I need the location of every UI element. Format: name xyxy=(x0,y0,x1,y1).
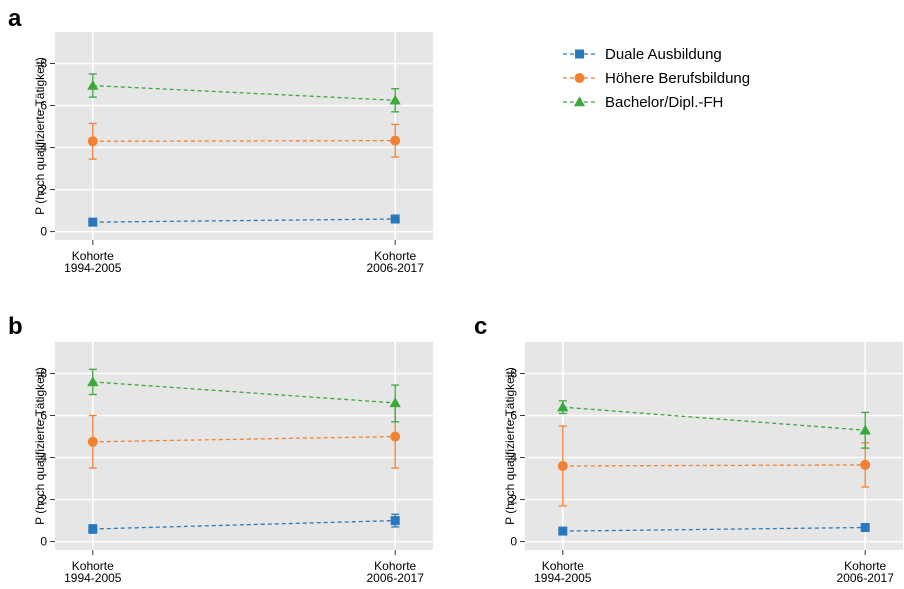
y-tick-label: ,6 xyxy=(37,409,47,423)
data-point-triangle-marker xyxy=(389,94,401,105)
data-point-circle-marker xyxy=(390,135,401,146)
data-point-square-marker xyxy=(88,217,98,227)
x-tick-label: 2006-2017 xyxy=(837,571,895,585)
y-tick-label: ,6 xyxy=(507,409,517,423)
y-tick-label: 0 xyxy=(510,535,517,549)
y-tick-label: ,6 xyxy=(37,99,47,113)
y-tick-label: ,2 xyxy=(37,493,47,507)
legend-label: Bachelor/Dipl.-FH xyxy=(605,94,723,111)
y-tick-label: ,4 xyxy=(507,451,517,465)
y-tick-label: ,4 xyxy=(37,451,47,465)
data-point-circle-marker xyxy=(87,436,98,447)
plot-background xyxy=(55,342,433,550)
legend: Duale Ausbildung Höhere Berufsbildung Bach… xyxy=(563,46,750,111)
panel-label: c xyxy=(474,313,487,340)
series-line xyxy=(92,218,396,223)
legend-triangle-marker xyxy=(573,96,586,107)
legend-label: Duale Ausbildung xyxy=(605,46,722,63)
y-tick-label: 0 xyxy=(40,535,47,549)
series-h-here-berufsbildung xyxy=(557,425,871,507)
y-tick-label: ,8 xyxy=(37,57,47,71)
legend-circle-marker xyxy=(574,73,585,83)
plot-background xyxy=(55,32,433,240)
series-bachelor-dipl-fh xyxy=(87,368,401,423)
series-bachelor-dipl-fh xyxy=(557,400,871,449)
y-axis-label: P (hoch qualifizierte Tätigkeit) xyxy=(503,367,517,525)
x-tick-label: 2006-2017 xyxy=(367,571,425,585)
series-h-here-berufsbildung xyxy=(87,122,401,160)
series-line xyxy=(562,464,866,467)
y-tick-label: ,2 xyxy=(507,493,517,507)
x-tick-label: 1994-2005 xyxy=(534,571,592,585)
y-tick-label: ,4 xyxy=(37,141,47,155)
data-point-triangle-marker xyxy=(87,376,99,387)
data-point-square-marker xyxy=(390,214,400,224)
series-line xyxy=(92,435,396,443)
data-point-square-marker xyxy=(88,524,98,534)
data-point-circle-marker xyxy=(557,460,568,471)
legend-item: Höhere Berufsbildung xyxy=(563,70,750,87)
series-line xyxy=(92,519,396,530)
series-line xyxy=(92,84,396,101)
y-tick-label: ,2 xyxy=(37,183,47,197)
legend-item: Duale Ausbildung xyxy=(563,46,722,63)
chart-panel-c: c 0 ,2 ,4 ,6 ,8P (hoch qualifizierte Tätigkei… xyxy=(474,313,903,585)
legend-label: Höhere Berufsbildung xyxy=(605,70,750,87)
x-tick-label: 2006-2017 xyxy=(367,261,425,275)
data-point-circle-marker xyxy=(860,459,871,470)
data-point-square-marker xyxy=(390,516,400,526)
series-line xyxy=(562,526,866,532)
x-tick-label: Kohorte xyxy=(844,559,886,573)
series-line xyxy=(562,406,866,431)
data-point-triangle-marker xyxy=(87,79,99,90)
series-line xyxy=(92,139,396,142)
series-line xyxy=(92,381,396,404)
data-point-triangle-marker xyxy=(859,424,871,435)
x-tick-label: 1994-2005 xyxy=(64,571,122,585)
y-axis-label: P (hoch qualifizierte Tätigkeit) xyxy=(33,57,47,215)
data-point-circle-marker xyxy=(87,136,98,147)
series-bachelor-dipl-fh xyxy=(87,73,401,113)
x-tick-label: Kohorte xyxy=(374,559,416,573)
data-point-triangle-marker xyxy=(557,401,569,412)
x-tick-label: Kohorte xyxy=(72,559,114,573)
chart-panel-b: b 0 ,2 ,4 ,6 ,8P (hoch qualifizierte Tätigkei… xyxy=(8,313,433,585)
x-tick-label: Kohorte xyxy=(72,249,114,263)
legend-square-marker xyxy=(575,49,584,59)
data-point-circle-marker xyxy=(390,431,401,442)
panel-label: a xyxy=(8,5,22,32)
legend-item: Bachelor/Dipl.-FH xyxy=(563,94,723,111)
y-tick-label: 0 xyxy=(40,225,47,239)
chart-panel-a: a 0 ,2 ,4 ,6 ,8P (hoch qualifizierte Tätigkei… xyxy=(8,5,433,275)
y-tick-label: ,8 xyxy=(37,367,47,381)
series-duale-ausbildung xyxy=(558,523,870,536)
y-tick-label: ,8 xyxy=(507,367,517,381)
x-tick-label: 1994-2005 xyxy=(64,261,122,275)
plot-background xyxy=(525,342,903,550)
panel-label: b xyxy=(8,313,23,340)
series-duale-ausbildung xyxy=(88,214,400,227)
data-point-square-marker xyxy=(860,523,870,533)
y-axis-label: P (hoch qualifizierte Tätigkeit) xyxy=(33,367,47,525)
data-point-triangle-marker xyxy=(389,397,401,408)
x-tick-label: Kohorte xyxy=(374,249,416,263)
series-duale-ausbildung xyxy=(88,513,400,534)
data-point-square-marker xyxy=(558,526,568,536)
x-tick-label: Kohorte xyxy=(542,559,584,573)
